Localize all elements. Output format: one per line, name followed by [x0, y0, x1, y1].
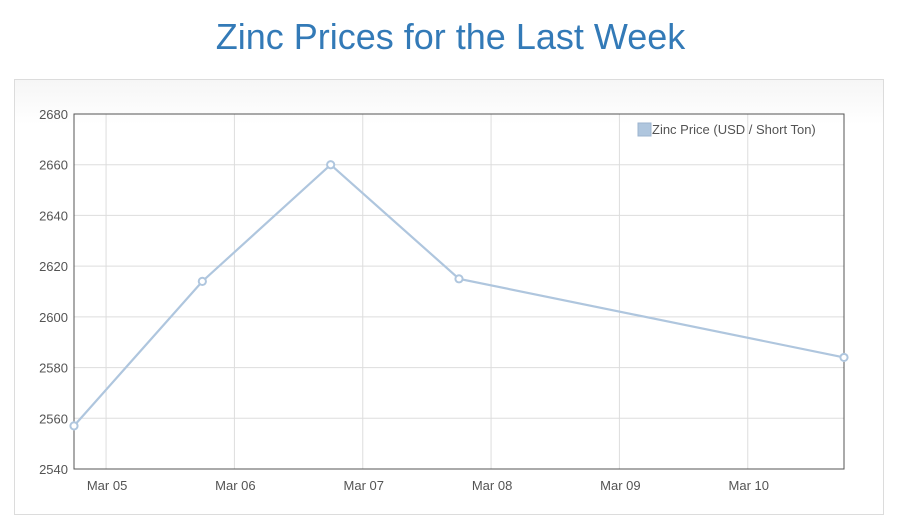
y-tick-label: 2560	[39, 411, 68, 426]
data-point	[69, 421, 79, 431]
x-tick-label: Mar 06	[215, 478, 255, 493]
data-point	[454, 274, 464, 284]
zinc-price-chart: 2540 2560 2580 2600 2620 2640 2660 2680 Mar 05 Ma…	[39, 107, 849, 493]
axes: 2540 2560 2580 2600 2620 2640 2660 2680 Mar 05 Ma…	[39, 107, 845, 493]
legend-swatch	[637, 122, 652, 137]
chart-panel: 2540 2560 2580 2600 2620 2640 2660 2680 Mar 05 Ma…	[14, 79, 884, 515]
data-point	[839, 352, 849, 363]
page-title: Zinc Prices for the Last Week	[215, 16, 686, 57]
y-tick-label: 2580	[39, 361, 68, 376]
data-point	[326, 160, 336, 170]
x-tick-label: Mar 05	[87, 478, 127, 493]
y-tick-label: 2600	[39, 310, 68, 325]
x-tick-label: Mar 08	[472, 478, 512, 493]
y-tick-label: 2660	[39, 158, 68, 173]
y-tick-label: 2680	[39, 107, 68, 122]
data-points	[69, 160, 849, 431]
legend-label: Zinc Price (USD / Short Ton)	[652, 122, 816, 137]
data-point	[197, 276, 207, 286]
y-tick-label: 2640	[39, 208, 68, 223]
grid-lines	[74, 113, 844, 470]
plot-frame	[73, 113, 845, 470]
x-tick-label: Mar 10	[729, 478, 769, 493]
y-tick-label: 2540	[39, 462, 68, 477]
x-tick-label: Mar 07	[344, 478, 384, 493]
series-lines	[73, 163, 845, 427]
series-line	[73, 163, 845, 427]
x-tick-label: Mar 09	[600, 478, 640, 493]
legend: Zinc Price (USD / Short Ton)	[637, 122, 816, 137]
y-tick-label: 2620	[39, 259, 68, 274]
